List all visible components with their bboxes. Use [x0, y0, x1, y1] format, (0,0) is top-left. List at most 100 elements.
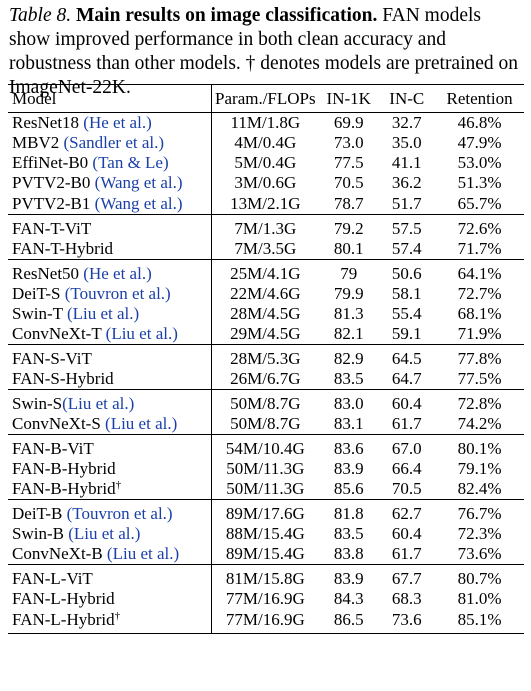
in1k-cell: 83.5 [333, 368, 364, 388]
param-flops-cell: 7M/1.3G [210, 213, 320, 239]
param-flops-cell: 4M/0.4G [210, 133, 320, 154]
param-flops-cell: 29M/4.5G [210, 323, 320, 345]
param-flops-cell: 13M/2.1G [210, 193, 320, 215]
in1k-cell: 83.1 [333, 413, 364, 433]
retention-cell: 71.7% [457, 238, 502, 258]
model-name: ConvNeXt-B [12, 544, 103, 564]
model-cell: FAN-S-ViT [8, 343, 212, 369]
caption-title: Main results on image classification. [76, 5, 378, 26]
retention-cell: 72.7% [457, 283, 502, 303]
citation-link[interactable]: (Liu et al.) [62, 393, 135, 413]
model-name: Swin-B [12, 524, 64, 544]
model-name: FAN-S-ViT [12, 348, 92, 368]
param-flops-cell: 50M/8.7G [210, 413, 320, 435]
table-row: MBV2 (Sandler et al.) 4M/0.4G 73.0 35.0 47.9… [8, 133, 524, 154]
table-row: DeiT-S (Touvron et al.) 22M/4.6G 79.9 58.1 7… [8, 283, 524, 304]
header-param-flops: Param./FLOPs [210, 84, 320, 113]
table-row: ResNet50 (He et al.) 25M/4.1G 79 50.6 64.1% [8, 258, 524, 284]
citation-link[interactable]: (Liu et al.) [106, 544, 180, 564]
model-name: FAN-B-Hybrid [12, 479, 116, 499]
param-flops-cell: 25M/4.1G [210, 258, 320, 284]
in1k-cell: 85.6 [333, 479, 364, 499]
table-row: ConvNeXt-T (Liu et al.) 29M/4.5G 82.1 59.1 7… [8, 323, 524, 345]
model-cell: DeiT-S (Touvron et al.) [8, 284, 211, 304]
citation-link[interactable]: (Sandler et al.) [63, 133, 165, 153]
table-row: FAN-B-ViT 54M/10.4G 83.6 67.0 80.1% [8, 433, 524, 459]
model-cell: MBV2 (Sandler et al.) [8, 133, 211, 153]
inc-cell: 50.6 [378, 258, 436, 284]
model-cell: ConvNeXt-T (Liu et al.) [8, 324, 211, 345]
citation-link[interactable]: (Wang et al.) [94, 173, 183, 193]
in1k-cell: 83.9 [333, 459, 364, 479]
model-name: MBV2 [12, 133, 60, 153]
model-cell: FAN-S-Hybrid [8, 369, 211, 390]
retention-cell: 81.0% [457, 589, 502, 609]
model-cell: EffiNet-B0 (Tan & Le) [8, 153, 211, 173]
param-flops-cell: 7M/3.5G [210, 238, 320, 260]
table-row: ConvNeXt-S (Liu et al.) 50M/8.7G 83.1 61.7 7… [8, 413, 524, 435]
citation-link[interactable]: (Touvron et al.) [64, 283, 171, 303]
dagger-mark: † [114, 609, 121, 622]
inc-cell: 35.0 [391, 133, 422, 153]
citation-link[interactable]: (Liu et al.) [105, 413, 178, 433]
in1k-cell: 84.3 [333, 589, 364, 609]
inc-cell: 36.2 [391, 173, 422, 193]
in1k-cell: 79.9 [333, 283, 364, 303]
param-flops-cell: 22M/4.6G [210, 283, 320, 304]
model-name: PVTV2-B0 [12, 173, 91, 193]
model-name: FAN-T-ViT [12, 218, 92, 238]
model-name: ConvNeXt-T [12, 323, 102, 343]
retention-cell: 80.7% [435, 564, 524, 590]
citation-link[interactable]: (He et al.) [83, 263, 152, 283]
param-flops-cell: 11M/1.8G [210, 112, 320, 133]
citation-link[interactable]: (He et al.) [83, 113, 152, 132]
inc-cell: 64.7 [391, 368, 422, 388]
table-row: PVTV2-B1 (Wang et al.) 13M/2.1G 78.7 51.7 65… [8, 193, 524, 215]
citation-link[interactable]: (Liu et al.) [105, 323, 178, 343]
retention-cell: 72.8% [435, 388, 524, 414]
table-row: DeiT-B (Touvron et al.) 89M/17.6G 81.8 62.7… [8, 499, 524, 525]
in1k-cell: 83.9 [319, 564, 379, 590]
retention-cell: 72.3% [457, 524, 502, 544]
model-cell: ResNet50 (He et al.) [8, 258, 212, 284]
in1k-cell: 78.7 [333, 193, 364, 213]
inc-cell: 70.5 [391, 479, 422, 499]
citation-link[interactable]: (Touvron et al.) [66, 504, 173, 524]
retention-cell: 85.1% [435, 609, 524, 634]
table-row: FAN-L-ViT 81M/15.8G 83.9 67.7 80.7% [8, 564, 524, 590]
header-model: Model [8, 84, 212, 113]
table-row: FAN-S-ViT 28M/5.3G 82.9 64.5 77.8% [8, 343, 524, 369]
table-caption: Table 8. Main results on image classific… [9, 4, 524, 100]
in1k-cell: 83.5 [333, 524, 364, 544]
citation-link[interactable]: (Liu et al.) [66, 303, 140, 323]
retention-cell: 68.1% [457, 303, 502, 323]
model-cell: ResNet18 (He et al.) [8, 113, 211, 134]
in1k-cell: 82.9 [319, 343, 379, 369]
in1k-cell: 83.0 [319, 388, 379, 414]
citation-link[interactable]: (Wang et al.) [94, 193, 183, 213]
model-name: ResNet50 [12, 263, 80, 283]
param-flops-cell: 3M/0.6G [210, 173, 320, 194]
retention-cell: 82.4% [457, 479, 502, 499]
inc-cell: 57.4 [391, 238, 422, 258]
inc-cell: 67.7 [378, 564, 436, 590]
retention-cell: 64.1% [435, 258, 524, 284]
retention-cell: 77.5% [457, 368, 502, 388]
header-in1k: IN-1K [319, 84, 379, 113]
in1k-cell: 79 [319, 258, 379, 284]
model-name: Swin-T [12, 303, 63, 323]
param-flops-cell: 26M/6.7G [210, 368, 320, 390]
table-row: FAN-L-Hybrid 77M/16.9G 84.3 68.3 81.0% [8, 589, 524, 610]
in1k-cell: 70.5 [333, 173, 364, 193]
param-flops-cell: 5M/0.4G [210, 153, 320, 174]
in1k-cell: 81.8 [319, 499, 379, 525]
caption-label: Table 8. [9, 5, 72, 26]
citation-link[interactable]: (Tan & Le) [92, 153, 169, 173]
citation-link[interactable]: (Liu et al.) [68, 524, 141, 544]
retention-cell: 74.2% [457, 413, 502, 433]
retention-cell: 71.9% [457, 323, 502, 343]
model-name: FAN-L-ViT [12, 569, 93, 589]
model-name: PVTV2-B1 [12, 193, 91, 213]
model-cell: FAN-L-ViT [8, 564, 212, 590]
